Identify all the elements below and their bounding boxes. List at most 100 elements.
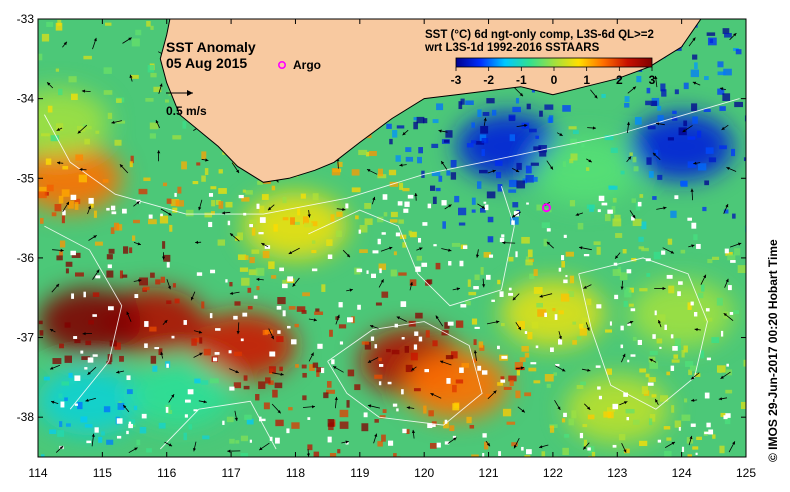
cloud-gap — [482, 453, 485, 457]
anomaly-pixel — [166, 198, 172, 204]
anomaly-pixel — [293, 221, 300, 225]
anomaly-pixel — [312, 362, 319, 368]
anomaly-pixel — [638, 246, 645, 250]
cloud-gap — [501, 234, 505, 238]
current-vector — [512, 168, 520, 173]
cloud-gap — [345, 203, 349, 209]
anomaly-pixel — [130, 155, 134, 164]
cloud-gap — [84, 367, 88, 370]
anomaly-pixel — [288, 306, 296, 310]
cloud-gap — [708, 429, 714, 435]
anomaly-pixel — [486, 98, 495, 104]
anomaly-pixel — [418, 147, 423, 154]
cloud-gap — [60, 401, 65, 408]
anomaly-pixel — [92, 292, 100, 297]
anomaly-pixel — [139, 426, 147, 434]
current-vector — [160, 208, 172, 216]
anomaly-pixel — [445, 130, 453, 138]
current-vector — [723, 312, 734, 322]
current-vector — [236, 322, 240, 335]
current-vector — [584, 403, 591, 411]
anomaly-pixel — [700, 350, 705, 359]
anomaly-pixel — [684, 398, 688, 403]
cloud-gap — [677, 291, 681, 297]
cloud-gap — [116, 418, 123, 424]
anomaly-pixel — [672, 116, 678, 121]
cloud-gap — [307, 417, 311, 420]
anomaly-pixel — [210, 211, 215, 215]
anomaly-pixel — [470, 140, 477, 144]
anomaly-pixel — [106, 361, 112, 365]
anomaly-pixel — [417, 156, 423, 164]
anomaly-pixel — [56, 255, 63, 261]
anomaly-pixel — [432, 119, 439, 124]
current-vector — [56, 127, 63, 131]
colorbar-tick-label: -1 — [516, 73, 527, 87]
current-vector — [91, 433, 95, 447]
map-date: 05 Aug 2015 — [166, 55, 247, 71]
anomaly-pixel — [430, 185, 436, 191]
anomaly-pixel — [116, 98, 122, 103]
anomaly-pixel — [393, 453, 397, 457]
current-vector — [85, 397, 97, 402]
anomaly-pixel — [389, 138, 393, 145]
cloud-gap — [387, 381, 392, 385]
anomaly-pixel — [243, 385, 250, 390]
anomaly-pixel — [494, 160, 503, 166]
anomaly-pixel — [133, 405, 138, 411]
anomaly-pixel — [119, 355, 124, 362]
anomaly-pixel — [201, 301, 205, 309]
current-vector — [87, 205, 91, 215]
x-tick-label: 115 — [93, 466, 112, 480]
anomaly-pixel — [122, 274, 128, 278]
cloud-gap — [370, 336, 375, 341]
cloud-gap — [720, 330, 724, 337]
anomaly-pixel — [435, 262, 441, 270]
anomaly-pixel — [301, 310, 307, 314]
anomaly-pixel — [724, 417, 731, 425]
current-vector — [690, 188, 694, 201]
current-vector — [416, 247, 423, 251]
current-vector — [157, 150, 161, 162]
x-tick-label: 119 — [350, 466, 369, 480]
anomaly-pixel — [263, 402, 270, 410]
anomaly-pixel — [264, 329, 273, 335]
cloud-gap — [193, 409, 198, 412]
anomaly-pixel — [282, 279, 287, 285]
colorbar-tick-label: 0 — [551, 73, 558, 87]
anomaly-pixel — [416, 255, 423, 261]
cloud-gaps — [59, 192, 736, 457]
anomaly-pixel — [674, 420, 682, 428]
anomaly-pixel — [436, 103, 444, 111]
anomaly-pixel — [182, 121, 187, 129]
current-vector — [477, 203, 486, 209]
anomaly-pixel — [174, 298, 180, 304]
current-vector — [627, 86, 637, 94]
anomaly-pixel — [481, 149, 485, 157]
current-vector — [193, 352, 203, 358]
anomaly-pixel — [486, 191, 496, 199]
anomaly-pixel — [346, 400, 350, 408]
cloud-gap — [401, 337, 405, 340]
anomaly-pixel — [257, 180, 263, 185]
anomaly-pixel — [608, 185, 615, 189]
cloud-gap — [225, 279, 228, 283]
cloud-gap — [661, 250, 666, 255]
anomaly-pixel — [527, 331, 533, 340]
anomaly-pixel — [74, 202, 79, 210]
anomaly-pixel — [218, 169, 223, 174]
anomaly-pixel — [455, 320, 464, 328]
anomaly-pixel — [123, 246, 129, 254]
cloud-gap — [427, 423, 433, 429]
anomaly-pixel — [514, 362, 523, 370]
anomaly-pixel — [273, 224, 278, 232]
cloud-gap — [598, 195, 605, 202]
anomaly-pixel — [561, 260, 565, 268]
cloud-gap — [431, 424, 436, 427]
anomaly-pixel — [398, 219, 404, 224]
cloud-gap — [183, 320, 187, 325]
anomaly-pixel — [525, 165, 532, 174]
anomaly-pixel — [531, 321, 539, 329]
anomaly-pixel — [641, 247, 649, 252]
anomaly-pixel — [692, 446, 699, 450]
